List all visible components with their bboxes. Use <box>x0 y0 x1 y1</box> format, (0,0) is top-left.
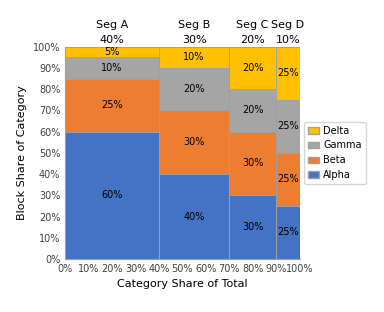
Bar <box>276 153 300 206</box>
Text: 20%: 20% <box>184 84 205 94</box>
Text: 10%: 10% <box>275 35 300 45</box>
Text: Seg A: Seg A <box>96 20 128 30</box>
X-axis label: Category Share of Total: Category Share of Total <box>117 279 248 289</box>
Bar <box>229 89 276 132</box>
Text: 30%: 30% <box>182 35 207 45</box>
Bar <box>65 132 159 259</box>
Bar <box>159 174 229 259</box>
Text: 25%: 25% <box>277 174 299 184</box>
Bar <box>159 68 229 110</box>
Text: 60%: 60% <box>101 190 123 200</box>
Bar <box>229 195 276 259</box>
Legend: Delta, Gamma, Beta, Alpha: Delta, Gamma, Beta, Alpha <box>304 122 366 184</box>
Bar <box>65 79 159 132</box>
Bar <box>65 57 159 79</box>
Bar <box>159 47 229 68</box>
Text: 5%: 5% <box>104 47 120 57</box>
Bar <box>65 47 159 57</box>
Text: Seg B: Seg B <box>178 20 210 30</box>
Text: 25%: 25% <box>277 121 299 131</box>
Text: 30%: 30% <box>242 158 263 168</box>
Bar <box>276 100 300 153</box>
Text: 30%: 30% <box>184 137 205 147</box>
Text: 20%: 20% <box>240 35 265 45</box>
Text: 10%: 10% <box>101 63 123 73</box>
Text: 10%: 10% <box>184 52 205 62</box>
Text: 30%: 30% <box>242 222 263 232</box>
Text: 40%: 40% <box>100 35 124 45</box>
Bar <box>159 110 229 174</box>
Bar <box>276 47 300 100</box>
Text: 25%: 25% <box>101 100 123 110</box>
Bar <box>229 47 276 89</box>
Text: 25%: 25% <box>277 227 299 237</box>
Text: 25%: 25% <box>277 68 299 78</box>
Text: 20%: 20% <box>242 105 263 115</box>
Y-axis label: Block Share of Category: Block Share of Category <box>17 85 27 220</box>
Text: 40%: 40% <box>184 212 205 222</box>
Bar <box>276 206 300 259</box>
Text: Seg C: Seg C <box>237 20 269 30</box>
Text: Seg D: Seg D <box>271 20 305 30</box>
Bar <box>229 132 276 195</box>
Text: 20%: 20% <box>242 63 263 73</box>
